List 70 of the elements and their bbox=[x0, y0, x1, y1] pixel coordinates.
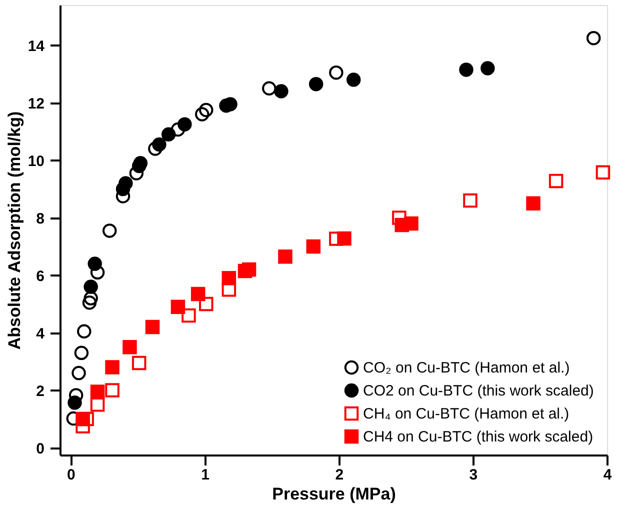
point bbox=[329, 232, 344, 246]
point bbox=[274, 84, 288, 98]
point bbox=[459, 62, 474, 77]
point bbox=[88, 256, 102, 271]
point bbox=[194, 107, 210, 122]
point bbox=[199, 102, 214, 118]
point bbox=[145, 320, 160, 334]
legend-label: CH4 on Cu-BTC (this work scaled) bbox=[363, 428, 594, 446]
point bbox=[222, 282, 236, 297]
y-tick-label: 10 bbox=[28, 152, 44, 170]
point bbox=[90, 384, 105, 399]
point bbox=[74, 346, 89, 360]
point bbox=[178, 117, 192, 132]
point bbox=[76, 412, 90, 426]
point bbox=[480, 61, 495, 76]
point bbox=[526, 196, 540, 211]
point bbox=[68, 396, 82, 410]
point bbox=[308, 76, 324, 92]
point bbox=[548, 174, 564, 188]
point bbox=[404, 216, 418, 231]
point bbox=[77, 324, 92, 338]
point bbox=[278, 249, 292, 264]
point bbox=[129, 166, 144, 180]
point bbox=[90, 265, 105, 280]
point bbox=[392, 210, 406, 225]
x-tick-label: 0 bbox=[67, 466, 76, 484]
x-tick-label: 1 bbox=[201, 466, 210, 484]
point bbox=[182, 308, 196, 323]
point bbox=[82, 295, 97, 310]
point bbox=[84, 280, 98, 294]
point bbox=[242, 262, 256, 277]
point bbox=[105, 360, 120, 374]
point bbox=[118, 176, 133, 190]
point bbox=[337, 231, 352, 246]
point bbox=[199, 296, 214, 312]
point bbox=[152, 137, 166, 152]
y-tick-label: 12 bbox=[28, 95, 44, 112]
y-tick-label: 4 bbox=[36, 325, 46, 342]
point bbox=[90, 398, 105, 412]
point bbox=[102, 224, 117, 238]
point bbox=[306, 239, 321, 254]
point bbox=[586, 30, 601, 46]
legend-label: CO2 on Cu-BTC (this work scaled) bbox=[363, 382, 594, 400]
point bbox=[596, 165, 610, 180]
point bbox=[132, 356, 146, 370]
point bbox=[222, 271, 236, 286]
point bbox=[161, 127, 176, 142]
x-axis-title: Pressure (MPa) bbox=[272, 484, 396, 504]
point bbox=[72, 366, 86, 380]
legend-label: CO₂ on Cu-BTC (Hamon et al.) bbox=[363, 360, 570, 376]
point bbox=[190, 286, 206, 302]
point bbox=[463, 193, 478, 208]
y-tick-label: 2 bbox=[36, 382, 44, 400]
x-tick-label: 3 bbox=[469, 466, 478, 484]
point bbox=[122, 340, 137, 354]
point bbox=[170, 300, 186, 314]
point bbox=[105, 383, 120, 398]
point bbox=[346, 72, 361, 87]
y-tick-label: 6 bbox=[36, 268, 44, 285]
point bbox=[84, 291, 98, 306]
legend-label: CH₄ on Cu-BTC (Hamon et al.) bbox=[363, 406, 570, 422]
point bbox=[262, 81, 276, 96]
y-axis-title: Absolute Adsorption (mol/kg) bbox=[4, 111, 24, 350]
point bbox=[148, 142, 162, 156]
y-tick-label: 0 bbox=[36, 440, 44, 458]
x-tick-label: 4 bbox=[603, 466, 612, 484]
y-tick-label: 8 bbox=[36, 210, 44, 228]
point bbox=[329, 65, 344, 80]
y-tick-label: 14 bbox=[28, 38, 46, 55]
x-tick-label: 2 bbox=[335, 466, 344, 484]
